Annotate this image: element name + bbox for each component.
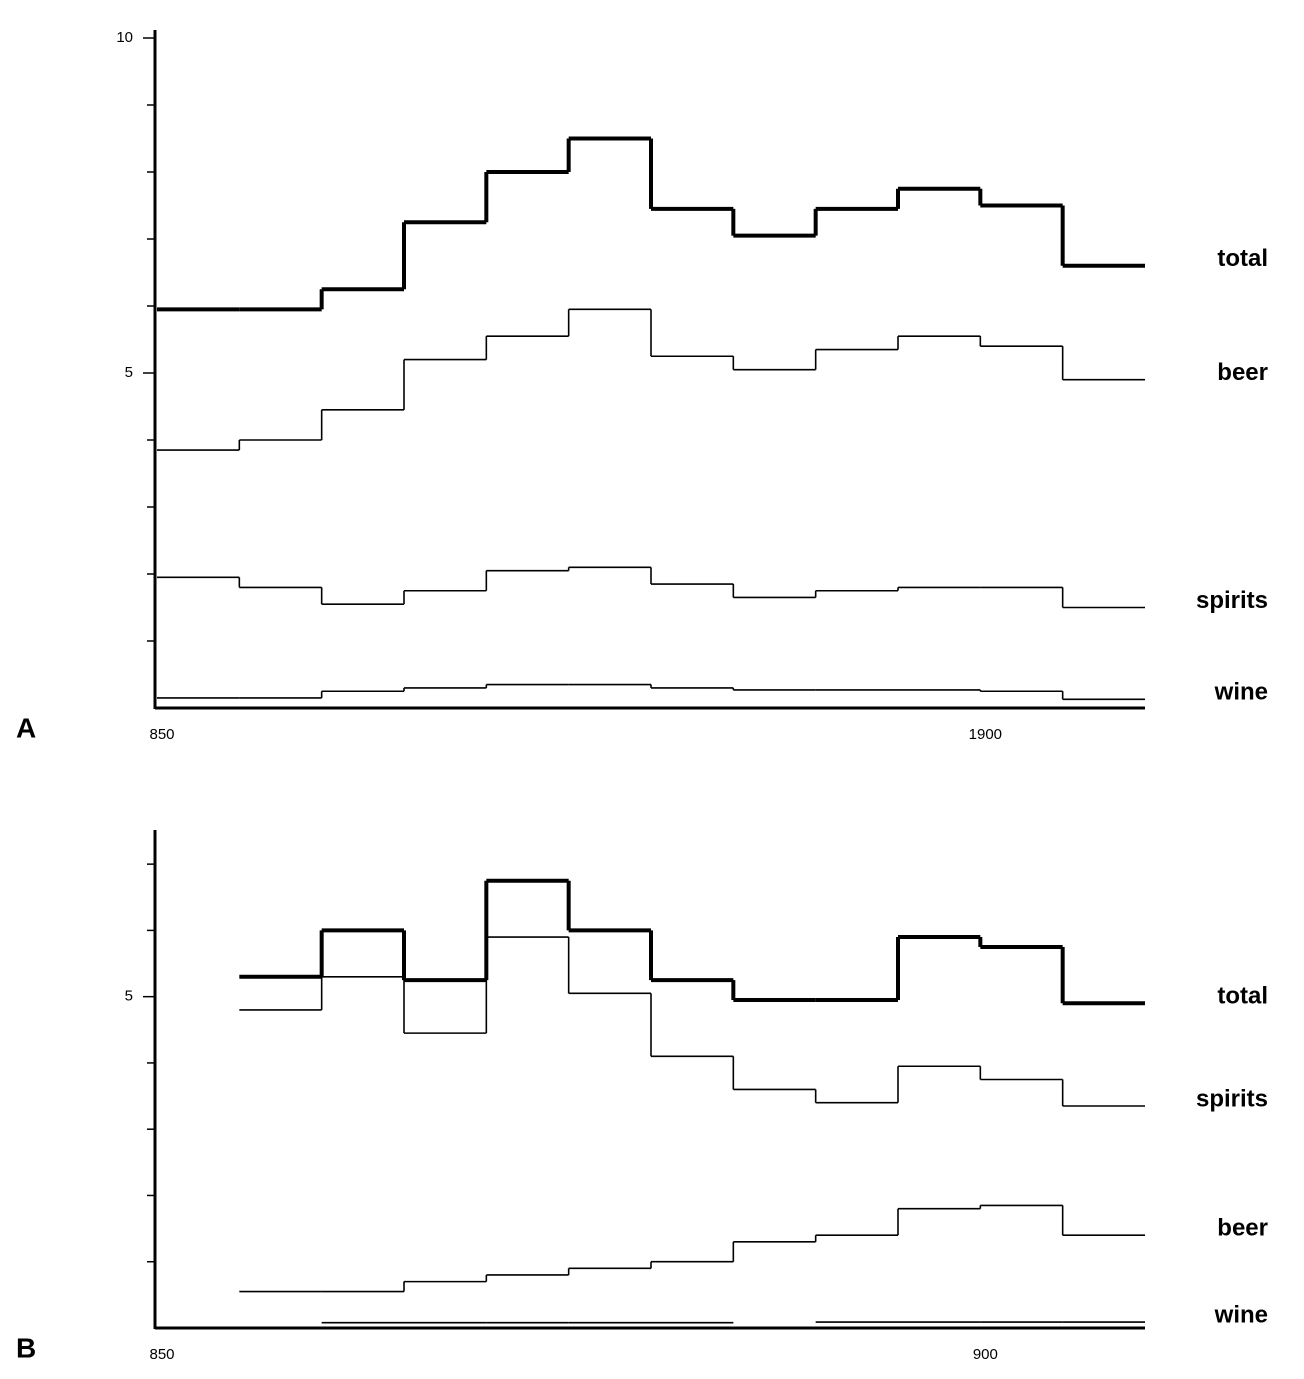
y-tick-label: 10 (116, 29, 133, 46)
panel-label: B (16, 1332, 36, 1363)
y-tick-label: 5 (125, 364, 133, 381)
x-tick-label: 1900 (969, 726, 1002, 743)
series-label: beer (1217, 359, 1268, 386)
series-label: wine (1214, 1301, 1268, 1328)
series-label: spirits (1196, 587, 1268, 614)
x-tick-label: 850 (149, 1346, 174, 1363)
series-label: beer (1217, 1215, 1268, 1242)
series-label: total (1217, 983, 1268, 1010)
series-label: spirits (1196, 1085, 1268, 1112)
series-label: total (1217, 245, 1268, 272)
x-tick-label: 900 (973, 1346, 998, 1363)
y-tick-label: 5 (125, 988, 133, 1005)
series-label: wine (1214, 679, 1268, 706)
x-tick-label: 850 (149, 726, 174, 743)
panel-label: A (16, 712, 36, 743)
